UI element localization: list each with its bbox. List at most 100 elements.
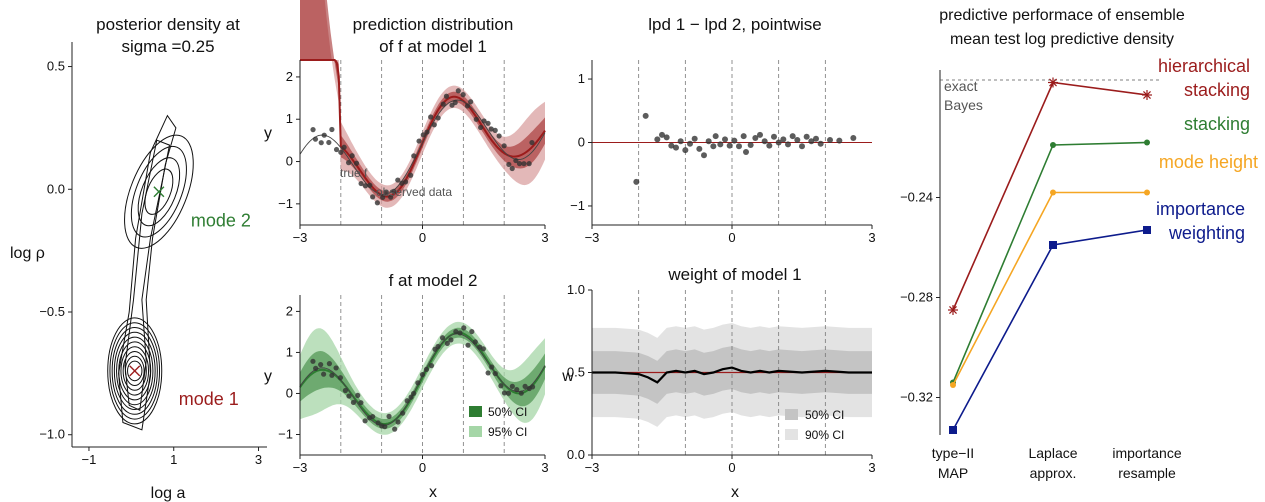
pred1-data-point [506, 161, 512, 168]
weight-ytick-label: 0.0 [567, 447, 585, 462]
exact-bayes-label: Bayes [944, 97, 983, 113]
lpd-point [642, 112, 649, 119]
weight-ylabel: w [561, 368, 574, 385]
series-marker [950, 382, 956, 388]
pred1-data-point [455, 88, 461, 94]
weight-xtick-label: 0 [728, 460, 735, 475]
pred1-data-point [509, 165, 515, 172]
pred1-data-point [411, 153, 417, 159]
lpd-point [717, 141, 724, 148]
annotation-true-f: true f [340, 166, 368, 180]
pred2-ytick-label: −1 [278, 426, 293, 441]
contour-ring-mode2 [130, 145, 187, 238]
lpd-point [836, 137, 843, 144]
pred1-data-point [395, 177, 401, 183]
pred1-xtick-label: 3 [541, 230, 548, 245]
pred2-data-point [342, 387, 349, 394]
legend-swatch-90 [785, 429, 798, 440]
pred2-data-point [337, 375, 344, 381]
lpd-point [705, 138, 712, 145]
lpd-point [785, 141, 791, 148]
pred1-data-point [473, 116, 479, 122]
lpd-xtick-label: 3 [868, 230, 875, 245]
series-marker [1143, 91, 1151, 99]
lpd-point [654, 136, 661, 143]
weight-legend-90: 90% CI [805, 428, 844, 442]
pred2-data-point [415, 380, 421, 386]
pred1-data-point [370, 194, 376, 200]
lpd-ytick-label: 1 [578, 71, 585, 86]
lpd-point [668, 142, 675, 149]
pred2-data-point [362, 418, 368, 424]
weight-ytick-label: 1.0 [567, 282, 585, 297]
lpd-xtick-label: −3 [585, 230, 600, 245]
pred1-data-point [513, 157, 519, 164]
pred2-data-point [472, 339, 478, 345]
lpd-point [789, 133, 796, 140]
lpd-point [673, 144, 679, 151]
contour-ring-mode1 [107, 317, 163, 425]
pred1-ylabel: y [264, 125, 272, 142]
pred1-ytick-label: −1 [278, 196, 293, 211]
weight-legend-50: 50% CI [805, 408, 844, 422]
pred2-data-point [423, 366, 430, 372]
pred2-data-point [346, 393, 352, 399]
lpd-title: lpd 1 − lpd 2, pointwise [648, 15, 821, 34]
pred2-data-point [453, 328, 459, 335]
pred1-data-point [362, 183, 369, 189]
pred2-data-point [395, 419, 401, 425]
pred1-data-point [420, 132, 426, 138]
lpd-point [752, 135, 759, 142]
ensemble-category-label: resample [1118, 465, 1176, 481]
pred2-data-point [529, 384, 536, 390]
ensemble-category-label: Laplace [1028, 445, 1077, 461]
pred2-data-point [480, 346, 486, 352]
pred2-xtick-label: 0 [419, 460, 426, 475]
lpd-point [747, 142, 754, 149]
pred1-data-point [312, 136, 319, 142]
pred2-data-point [358, 400, 364, 406]
lpd-point [817, 140, 824, 147]
weight-xlabel: x [731, 484, 739, 501]
lpd-point [677, 138, 684, 145]
lpd-point [771, 133, 777, 140]
mode-marker [129, 365, 141, 377]
contour-ring-mode2 [137, 157, 181, 227]
contour-ring-mode1 [113, 331, 156, 411]
pred2-data-point [400, 410, 406, 416]
lpd-point [808, 138, 815, 145]
pred2-data-point [329, 372, 335, 378]
pred2-ytick-label: 2 [286, 303, 293, 318]
pred1-data-point [321, 132, 327, 138]
series-label-blue: weighting [1168, 223, 1245, 243]
posterior-xlabel: log a [151, 485, 186, 502]
series-marker [1050, 189, 1056, 196]
pred2-data-point [501, 390, 508, 396]
pred1-xtick-label: 0 [419, 230, 426, 245]
pred1-data-point [345, 160, 352, 166]
pred2-data-point [321, 371, 327, 377]
contour-outer [118, 114, 177, 431]
ensemble-title: mean test log predictive density [950, 31, 1174, 48]
mode2-label: mode 2 [191, 211, 251, 231]
posterior-contours [107, 114, 194, 431]
legend-swatch-50 [785, 409, 798, 420]
pred2-data-point [465, 342, 471, 348]
contour-ring-mode1 [122, 351, 147, 391]
lpd-point [761, 138, 768, 145]
series-label-red: hierarchical [1158, 56, 1250, 76]
series-label-orange: mode height [1159, 152, 1258, 172]
ensemble-category-label: approx. [1030, 465, 1077, 481]
series-marker [1144, 139, 1150, 146]
posterior-xtick-label: 3 [255, 452, 262, 467]
lpd-point [691, 135, 698, 142]
mode1-label: mode 1 [179, 389, 239, 409]
lpd-point [850, 135, 857, 142]
pred2-data-point [392, 426, 398, 432]
pred1-title: of f at model 1 [379, 37, 487, 56]
lpd-point [663, 134, 670, 141]
pred1-data-point [338, 149, 344, 155]
pred2-data-point [444, 340, 450, 346]
weight-xtick-label: 3 [868, 460, 875, 475]
contour-ring-mode1 [127, 360, 143, 382]
